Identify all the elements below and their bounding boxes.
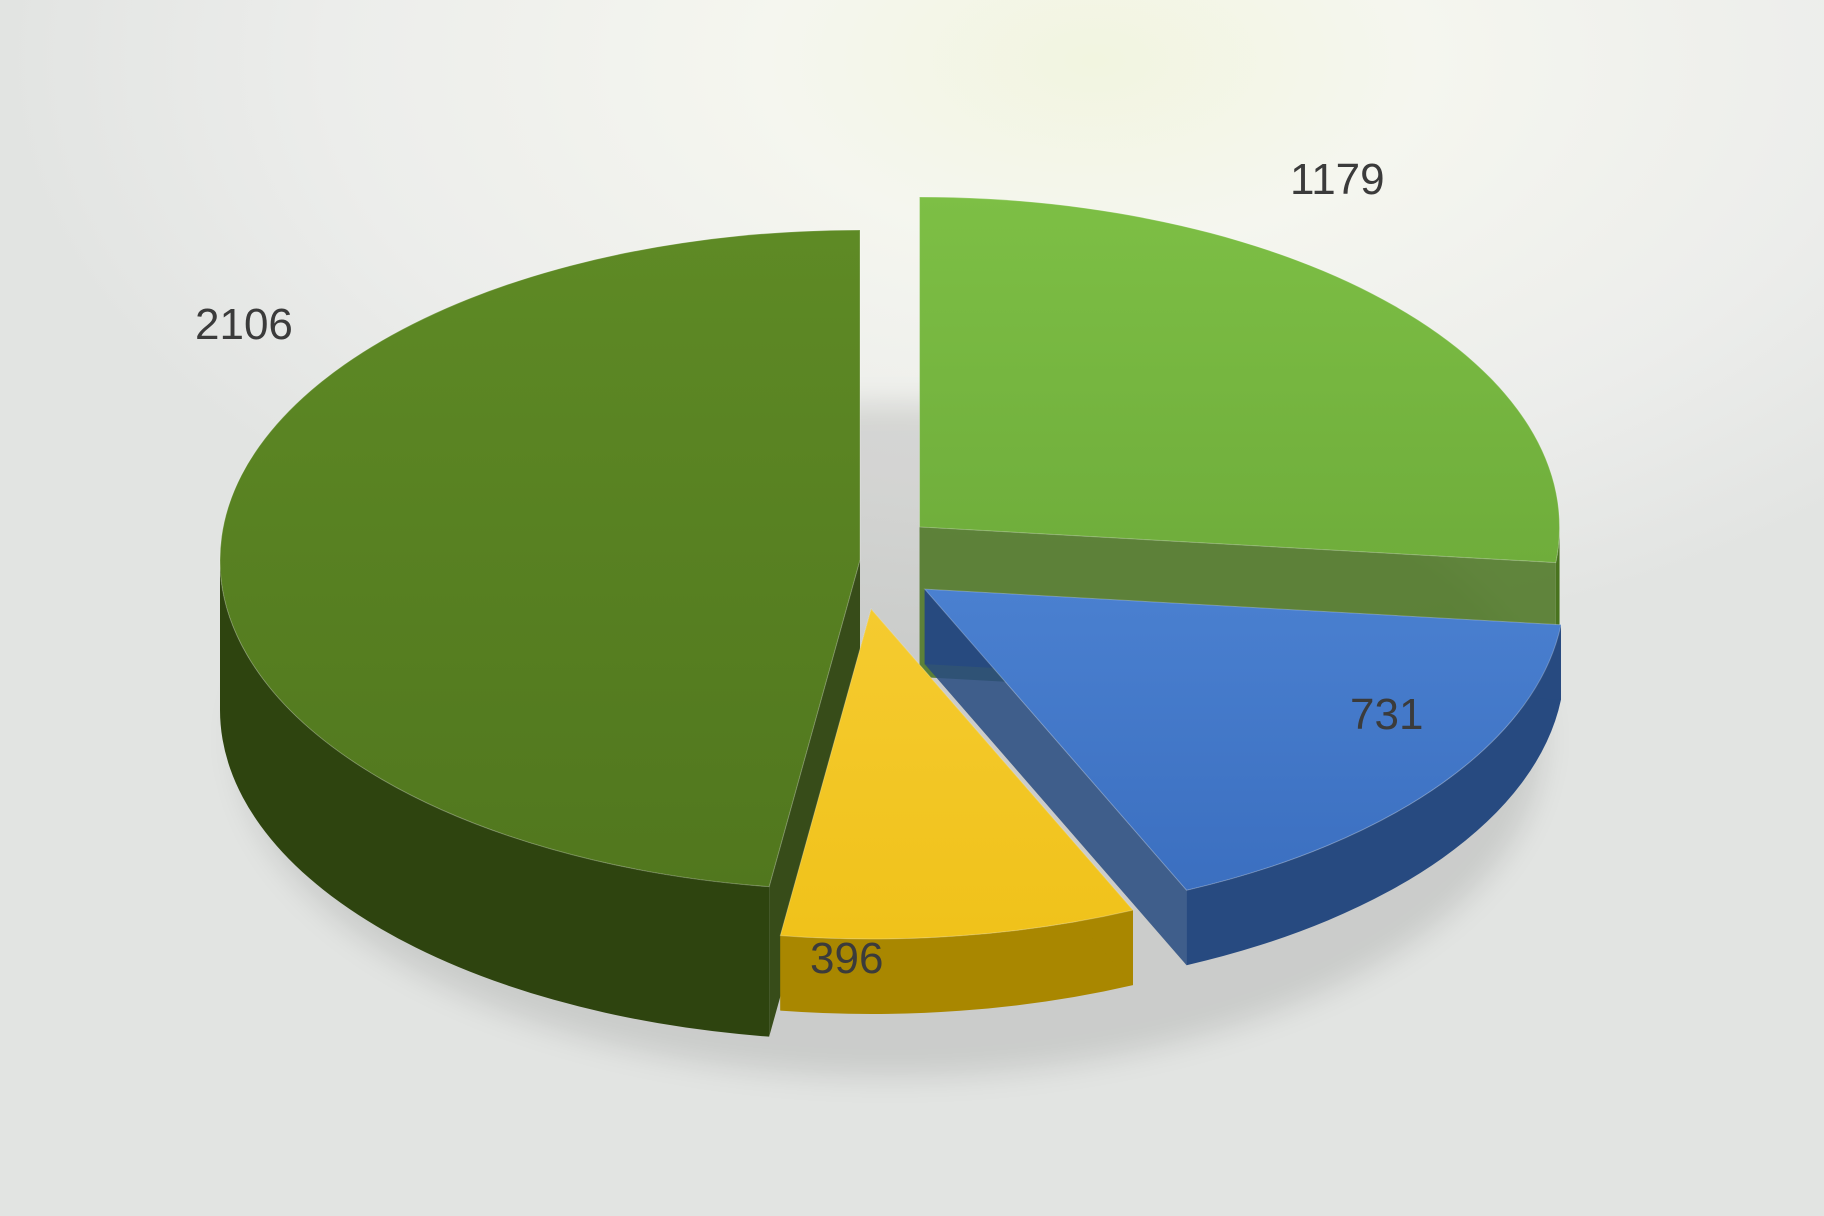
pie-chart-3d: [0, 0, 1824, 1216]
slice-label-1: 731: [1350, 690, 1423, 740]
slice-label-0: 1179: [1290, 155, 1385, 205]
slice-label-3: 2106: [195, 300, 293, 350]
slice-label-2: 396: [810, 934, 883, 984]
chart-stage: 1179 731 396 2106: [0, 0, 1824, 1216]
